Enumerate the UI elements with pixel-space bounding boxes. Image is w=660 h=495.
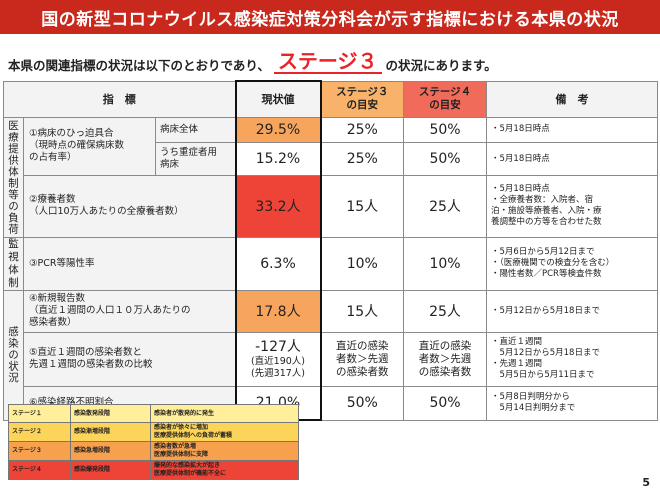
indicator-new-cases-label: ④新規報告数 （直近１週間の人口１０万人あたりの 感染者数） [23, 289, 236, 333]
indicator-bed-all-sub: 病床全体 [155, 116, 236, 143]
bed-severe-note: ・5月18日時点 [486, 141, 658, 177]
legend-row: ステージ１ 感染散発段階 感染者が散発的に発生 [8, 404, 299, 423]
indicator-bed-severe-sub: うち重症者用 病床 [155, 141, 236, 177]
ratio-current-recent: (直近190人) [250, 355, 306, 367]
new-cases-note: ・5月12日から5月18日まで [486, 289, 658, 333]
ratio-current: -127人 (直近190人) (先週317人) [234, 331, 322, 387]
legend-stage: ステージ３ [8, 441, 71, 461]
category-medical: 医療提供体制等の負荷 [3, 116, 24, 238]
legend-desc: 感染者が徐々に増加 医療提供体制への負荷が蓄積 [150, 422, 299, 442]
legend-stage: ステージ４ [8, 460, 71, 480]
header-stage4-line1: ステージ４ [418, 86, 472, 98]
legend-desc: 感染者が散発的に発生 [150, 404, 299, 423]
legend-desc: 感染者数が急増 医療提供体制に支障 [150, 441, 299, 461]
subtitle-before: 本県の関連指標の状況は以下のとおりであり、 [8, 58, 270, 73]
bed-severe-stage3: 25% [320, 141, 404, 177]
ratio-current-previous: (先週317人) [250, 367, 306, 379]
category-monitor-line2: 体制 [8, 263, 19, 289]
legend-desc: 爆発的な感染拡大が起き 医療提供体制が機能不全に [150, 460, 299, 480]
header-stage4: ステージ４ の目安 [403, 80, 487, 118]
bed-all-note: ・5月18日時点 [486, 116, 658, 143]
category-monitor-line1: 監視 [8, 237, 19, 263]
bed-severe-current: 15.2% [234, 141, 322, 177]
pcr-stage3: 10% [320, 236, 404, 291]
header-indicator: 指 標 [3, 80, 236, 118]
legend-stage: ステージ２ [8, 422, 71, 442]
indicator-treatment-label: ②療養者数 （人口10万人あたりの全療養者数） [23, 175, 236, 238]
pcr-current: 6.3% [234, 236, 322, 291]
legend-phase: 感染漸増段階 [70, 422, 151, 442]
legend-stage: ステージ１ [8, 404, 71, 423]
subtitle-stage: ステージ３ [273, 50, 382, 74]
header-stage3-line2: の目安 [346, 99, 379, 111]
header-current: 現状値 [234, 80, 322, 118]
legend-phase: 感染爆発段階 [70, 460, 151, 480]
new-cases-stage4: 25人 [403, 289, 487, 333]
stage-legend: ステージ１ 感染散発段階 感染者が散発的に発生 ステージ２ 感染漸増段階 感染者… [8, 404, 299, 480]
indicator-bed-label: ①病床のひっ迫具合 （現時点の確保病床数 の占有率） [23, 116, 156, 177]
indicator-table: 指 標 現状値 ステージ３ の目安 ステージ４ の目安 備 考 医療提供体制等の… [3, 80, 658, 421]
legend-row: ステージ３ 感染急増段階 感染者数が急増 医療提供体制に支障 [8, 441, 299, 461]
legend-row: ステージ４ 感染爆発段階 爆発的な感染拡大が起き 医療提供体制が機能不全に [8, 460, 299, 480]
unknown-route-stage3: 50% [320, 385, 404, 421]
bed-all-current: 29.5% [234, 116, 322, 143]
treatment-stage3: 15人 [320, 175, 404, 238]
bed-all-stage4: 50% [403, 116, 487, 143]
category-monitor: 監視 体制 [3, 236, 24, 291]
treatment-stage4: 25人 [403, 175, 487, 238]
ratio-stage4: 直近の感染 者数＞先週 の感染者数 [403, 331, 487, 387]
legend-row: ステージ２ 感染漸増段階 感染者が徐々に増加 医療提供体制への負荷が蓄積 [8, 422, 299, 442]
pcr-note: ・5月6日から5月12日まで ・（医療機関での検査分を含む） ・陽性者数／PCR… [486, 236, 658, 291]
header-stage3: ステージ３ の目安 [320, 80, 404, 118]
header-remarks: 備 考 [486, 80, 658, 118]
bed-severe-stage4: 50% [403, 141, 487, 177]
unknown-route-stage4: 50% [403, 385, 487, 421]
legend-phase: 感染散発段階 [70, 404, 151, 423]
new-cases-stage3: 15人 [320, 289, 404, 333]
subtitle: 本県の関連指標の状況は以下のとおりであり、 ステージ３ の状況にあります。 [8, 40, 658, 74]
new-cases-current: 17.8人 [234, 289, 322, 333]
page-title: 国の新型コロナウイルス感染症対策分科会が示す指標における本県の状況 [0, 0, 660, 34]
ratio-stage3: 直近の感染 者数＞先週 の感染者数 [320, 331, 404, 387]
subtitle-after: の状況にあります。 [385, 58, 497, 73]
bed-all-stage3: 25% [320, 116, 404, 143]
page-number: 5 [642, 476, 650, 489]
ratio-current-main: -127人 [255, 338, 301, 355]
indicator-ratio-label: ⑤直近１週間の感染者数と 先週１週間の感染者数の比較 [23, 331, 236, 387]
legend-phase: 感染急増段階 [70, 441, 151, 461]
unknown-route-note: ・5月8日判明分から 5月14日判明分まで [486, 385, 658, 421]
header-stage3-line1: ステージ３ [336, 86, 389, 98]
treatment-current: 33.2人 [234, 175, 322, 238]
pcr-stage4: 10% [403, 236, 487, 291]
ratio-note: ・直近１週間 5月12日から5月18日まで ・先週１週間 5月5日から5月11日… [486, 331, 658, 387]
treatment-note: ・5月18日時点 ・全療養者数：入院者、宿 泊・施設等療養者、入院・療 養調整中… [486, 175, 658, 238]
header-stage4-line2: の目安 [429, 99, 461, 111]
category-infection: 感染の状況 [3, 289, 24, 421]
indicator-pcr-label: ③PCR等陽性率 [23, 236, 236, 291]
